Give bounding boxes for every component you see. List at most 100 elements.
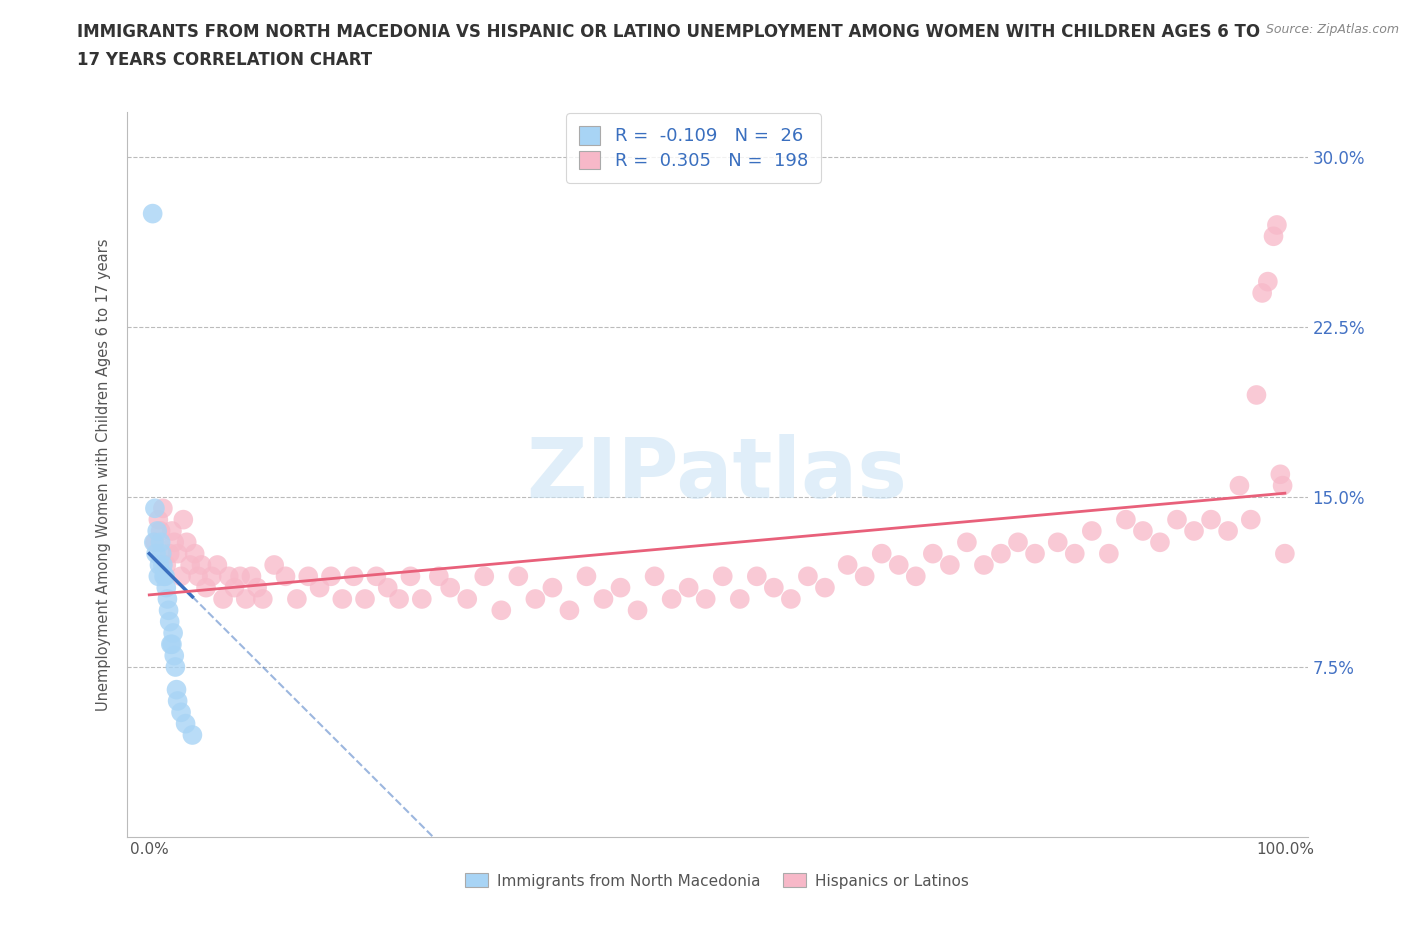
Point <box>366 569 388 584</box>
Point <box>187 569 209 584</box>
Text: Source: ZipAtlas.com: Source: ZipAtlas.com <box>1265 23 1399 36</box>
Point <box>644 569 666 584</box>
Point <box>439 580 461 595</box>
Point <box>1265 218 1288 232</box>
Point <box>575 569 598 584</box>
Point <box>159 546 181 561</box>
Point <box>491 603 513 618</box>
Point <box>1240 512 1263 527</box>
Point <box>142 206 165 221</box>
Point <box>274 569 297 584</box>
Point <box>166 694 188 709</box>
Point <box>149 524 172 538</box>
Point <box>212 591 235 606</box>
Point <box>609 580 631 595</box>
Point <box>235 591 257 606</box>
Point <box>1216 524 1239 538</box>
Point <box>172 512 194 527</box>
Point <box>150 546 173 561</box>
Point <box>1270 467 1292 482</box>
Point <box>1199 512 1222 527</box>
Point <box>1149 535 1171 550</box>
Point <box>456 591 478 606</box>
Point <box>163 648 186 663</box>
Point <box>155 558 177 573</box>
Point <box>153 569 176 584</box>
Point <box>252 591 274 606</box>
Point <box>263 558 285 573</box>
Point <box>1229 478 1251 493</box>
Point <box>762 580 785 595</box>
Point <box>1182 524 1205 538</box>
Point <box>354 591 377 606</box>
Point <box>990 546 1012 561</box>
Point <box>592 591 614 606</box>
Point <box>1166 512 1188 527</box>
Point <box>229 569 252 584</box>
Point <box>152 501 174 516</box>
Point <box>956 535 979 550</box>
Point <box>152 558 174 573</box>
Text: 17 YEARS CORRELATION CHART: 17 YEARS CORRELATION CHART <box>77 51 373 69</box>
Point <box>170 569 193 584</box>
Point <box>870 546 893 561</box>
Point <box>1263 229 1285 244</box>
Point <box>377 580 399 595</box>
Point <box>195 580 218 595</box>
Point <box>797 569 820 584</box>
Point <box>179 558 201 573</box>
Point <box>145 546 167 561</box>
Point <box>1271 478 1294 493</box>
Point <box>160 637 183 652</box>
Point <box>218 569 240 584</box>
Point <box>1274 546 1296 561</box>
Point <box>224 580 246 595</box>
Point <box>201 569 224 584</box>
Point <box>711 569 734 584</box>
Point <box>181 727 204 742</box>
Point <box>524 591 547 606</box>
Point <box>142 535 165 550</box>
Point <box>745 569 768 584</box>
Point <box>837 558 859 573</box>
Point <box>1251 286 1274 300</box>
Point <box>330 591 353 606</box>
Point <box>661 591 683 606</box>
Point <box>541 580 564 595</box>
Legend: Immigrants from North Macedonia, Hispanics or Latinos: Immigrants from North Macedonia, Hispani… <box>458 868 976 895</box>
Point <box>695 591 717 606</box>
Point <box>166 683 188 698</box>
Point <box>558 603 581 618</box>
Point <box>853 569 876 584</box>
Point <box>973 558 995 573</box>
Point <box>207 558 229 573</box>
Point <box>148 558 170 573</box>
Point <box>939 558 962 573</box>
Point <box>170 705 193 720</box>
Point <box>1115 512 1137 527</box>
Point <box>148 512 170 527</box>
Point <box>143 501 166 516</box>
Point <box>1081 524 1104 538</box>
Point <box>159 614 181 629</box>
Point <box>143 535 166 550</box>
Point <box>728 591 751 606</box>
Point <box>779 591 801 606</box>
Point <box>319 569 342 584</box>
Point <box>904 569 927 584</box>
Y-axis label: Unemployment Among Women with Children Ages 6 to 17 years: Unemployment Among Women with Children A… <box>96 238 111 711</box>
Point <box>399 569 422 584</box>
Point <box>1063 546 1085 561</box>
Point <box>176 535 198 550</box>
Point <box>814 580 837 595</box>
Point <box>921 546 943 561</box>
Point <box>159 637 183 652</box>
Point <box>183 546 205 561</box>
Point <box>1024 546 1046 561</box>
Point <box>297 569 319 584</box>
Point <box>1007 535 1029 550</box>
Point <box>1132 524 1154 538</box>
Point <box>411 591 433 606</box>
Point <box>166 546 188 561</box>
Point <box>148 569 170 584</box>
